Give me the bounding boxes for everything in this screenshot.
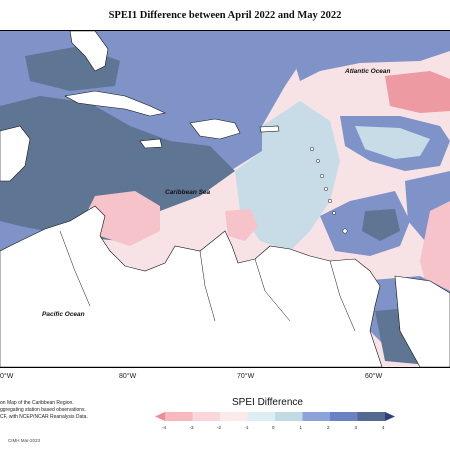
- credit-line: CF, with NCEP/NCAR Reanalysis Data.: [0, 414, 88, 420]
- land-yucatan: [0, 125, 31, 182]
- land-florida: [69, 31, 109, 72]
- anomaly-dark-blue-central: [0, 96, 235, 241]
- legend-tick-label: 0: [272, 425, 275, 430]
- anomaly-pink-maracaibo: [225, 209, 258, 241]
- land-lesser-antilles: [309, 146, 348, 234]
- label-atlantic-ocean: Atlantic Ocean: [344, 68, 391, 75]
- anomaly-dark-blue-east: [362, 209, 400, 241]
- legend-swatch: [275, 412, 303, 421]
- legend-swatch: [165, 412, 193, 421]
- country-borders: [59, 230, 356, 332]
- legend-swatch: [220, 412, 248, 421]
- land-guianas: [394, 275, 450, 367]
- legend-swatch: [247, 412, 276, 421]
- legend-colorbar: [155, 412, 395, 421]
- legend-tick-label: -3: [189, 425, 194, 430]
- spei-map: Atlantic Ocean Caribbean Sea Pacific Oce…: [0, 30, 450, 368]
- legend-tick-label: -4: [162, 425, 167, 430]
- credit-line: on Map of the Caribbean Region.: [0, 400, 74, 406]
- map-canvas: Atlantic Ocean Caribbean Sea Pacific Oce…: [0, 31, 450, 367]
- longitude-label: 80°W: [119, 373, 137, 380]
- legend-tick-label: -2: [217, 425, 222, 430]
- credit-line: ggregating station based observations.: [0, 407, 86, 413]
- legend-tick-label: -1: [244, 425, 249, 430]
- land-jamaica: [139, 138, 163, 149]
- label-pacific-ocean: Pacific Ocean: [42, 311, 85, 318]
- anomaly-light-blue-antilles: [235, 101, 340, 251]
- legend-tick-label: 2: [327, 425, 330, 430]
- land-puerto-rico: [259, 125, 280, 133]
- legend-extend-max: [385, 412, 395, 421]
- legend-tick-label: 3: [354, 425, 358, 430]
- land-cuba: [64, 90, 166, 117]
- legend-swatch: [192, 412, 221, 421]
- longitude-label: 70°W: [237, 373, 255, 380]
- anomaly-lightblue-ring-inner: [355, 126, 430, 159]
- legend-title: SPEI Difference: [232, 397, 303, 408]
- legend-swatch: [302, 412, 331, 421]
- land-central-america: [0, 205, 383, 367]
- legend-tick-label: 1: [299, 425, 303, 430]
- anomaly-mid-blue-north: [285, 31, 450, 81]
- label-caribbean-sea: Caribbean Sea: [165, 189, 211, 196]
- legend-extend-min: [155, 412, 165, 421]
- legend-tick-label: 4: [382, 425, 385, 430]
- anomaly-salmon-atlantic: [385, 71, 450, 113]
- legend-swatch: [330, 412, 358, 421]
- longitude-label: 0°W: [0, 373, 14, 380]
- stamp: CIMH Mar-2023: [8, 438, 41, 443]
- longitude-label: 60°W: [365, 373, 383, 380]
- land-hispaniola: [189, 118, 241, 140]
- anomaly-pink-colombia-north: [85, 191, 160, 246]
- map-title: SPEI1 Difference between April 2022 and …: [108, 10, 342, 21]
- legend-swatch: [357, 412, 386, 421]
